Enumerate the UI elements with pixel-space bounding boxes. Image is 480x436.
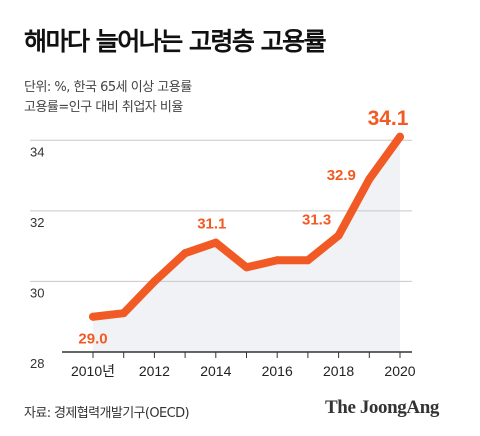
data-label-2018: 31.3	[302, 212, 331, 229]
x-tick-label-2010: 2010년	[71, 363, 115, 379]
x-tick-label-2020: 2020	[384, 363, 415, 379]
source-note: 자료: 경제협력개발기구(OECD)	[24, 406, 190, 421]
x-tick-label-2018: 2018	[323, 363, 354, 379]
data-label-2020: 34.1	[368, 107, 409, 130]
x-tick-label-2014: 2014	[200, 363, 231, 379]
chart-subtitle-definition: 고용률=인구 대비 취업자 비율	[24, 100, 183, 115]
chart-subtitle-unit: 단위: %, 한국 65세 이상 고용률	[24, 80, 192, 95]
brand-logo: The JoongAng	[325, 397, 439, 418]
data-point-2012	[150, 277, 159, 286]
area-fill	[93, 136, 400, 352]
data-label-2010: 29.0	[78, 331, 107, 348]
data-point-2010	[89, 312, 97, 321]
y-tick-label-34: 34	[30, 144, 44, 159]
data-point-2016	[273, 256, 282, 265]
chart-title: 해마다 늘어나는 고령층 고용률	[24, 27, 327, 56]
data-point-2015	[242, 263, 251, 272]
data-point-2014	[211, 238, 220, 247]
data-point-2013	[181, 249, 190, 258]
data-point-2011	[119, 309, 128, 318]
data-label-2014: 31.1	[197, 216, 226, 233]
y-tick-label-30: 30	[30, 285, 44, 300]
data-point-2019	[365, 175, 374, 184]
x-tick-label-2012: 2012	[139, 363, 170, 379]
x-tick-label-2016: 2016	[262, 363, 293, 379]
data-point-2020	[396, 132, 404, 141]
y-tick-label-32: 32	[30, 215, 44, 230]
data-point-2018	[334, 231, 343, 240]
data-label-2019: 32.9	[327, 167, 356, 184]
y-tick-label-28: 28	[30, 356, 44, 371]
data-point-2017	[303, 256, 312, 265]
